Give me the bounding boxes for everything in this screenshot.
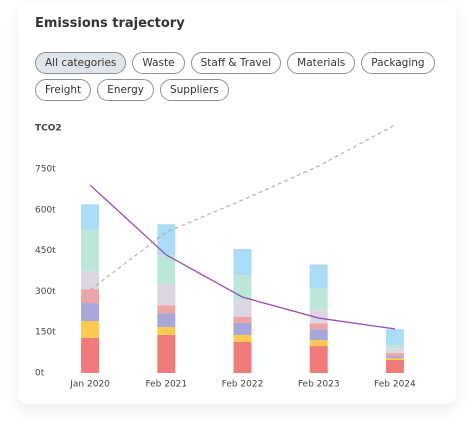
bar-segment xyxy=(233,248,252,276)
bar-segment xyxy=(81,321,100,338)
filter-pill[interactable]: Freight xyxy=(35,79,92,101)
bar-segment xyxy=(233,275,252,301)
bar-segment xyxy=(81,303,100,322)
bar-segment xyxy=(309,329,328,341)
bar-segment xyxy=(81,204,100,230)
bar-segment xyxy=(309,288,328,310)
filter-pill[interactable]: Materials xyxy=(287,52,356,74)
x-tick-label: Feb 2023 xyxy=(298,380,340,390)
bar-segment xyxy=(309,323,328,330)
y-tick-label: 600t xyxy=(35,205,56,215)
filter-pill[interactable]: Suppliers xyxy=(159,79,229,101)
bar-segment xyxy=(157,313,176,328)
bar-segment xyxy=(81,229,100,272)
bar-segment xyxy=(385,356,404,359)
filter-pill[interactable]: Packaging xyxy=(361,52,435,74)
bar-segment xyxy=(81,337,100,373)
title: Emissions trajectory xyxy=(35,16,185,31)
x-tick-label: Feb 2021 xyxy=(145,380,187,390)
bar-segment xyxy=(309,340,328,347)
bar-segment xyxy=(385,348,404,354)
bar-segment xyxy=(157,334,176,373)
bar-segment xyxy=(385,358,404,360)
y-tick-label: 450t xyxy=(35,246,56,256)
filter-bar: All categories Waste Staff & Travel Materia… xyxy=(35,52,435,101)
y-tick-label: 150t xyxy=(35,328,56,338)
bar-segment xyxy=(309,346,328,373)
x-tick-label: Jan 2020 xyxy=(69,380,110,390)
bar-segment xyxy=(81,271,100,290)
bar-segment xyxy=(233,300,252,317)
trend-line xyxy=(89,184,395,330)
filter-pill[interactable]: Waste xyxy=(132,52,185,74)
bar-segment xyxy=(233,341,252,373)
bar-segment xyxy=(385,359,404,373)
bar-segment xyxy=(233,334,252,342)
bar-segment xyxy=(157,255,176,285)
bar-segment xyxy=(233,316,252,323)
y-tick-label: 300t xyxy=(35,287,56,297)
y-axis-label: TCO2 xyxy=(35,124,62,134)
filter-pill[interactable]: Staff & Travel xyxy=(190,52,282,74)
bar-segment xyxy=(157,224,176,256)
dashed-line xyxy=(89,124,396,291)
bar-segment xyxy=(157,305,176,314)
filter-pill[interactable]: Energy xyxy=(97,79,154,101)
bar-segment xyxy=(233,322,252,335)
bar-segment xyxy=(309,264,328,289)
bar-segment xyxy=(385,353,404,357)
bar-segment xyxy=(309,309,328,324)
y-tick-label: 750t xyxy=(35,165,56,175)
bar-segment xyxy=(385,345,404,349)
x-tick-label: Feb 2022 xyxy=(222,380,264,390)
bar-segment xyxy=(81,289,100,304)
bar-segment xyxy=(157,327,176,335)
filter-pill[interactable]: All categories xyxy=(35,52,127,74)
bar-segment xyxy=(157,284,176,306)
y-tick-label: 0t xyxy=(35,369,45,379)
bar-segment xyxy=(385,329,404,346)
x-tick-label: Feb 2024 xyxy=(374,380,416,390)
